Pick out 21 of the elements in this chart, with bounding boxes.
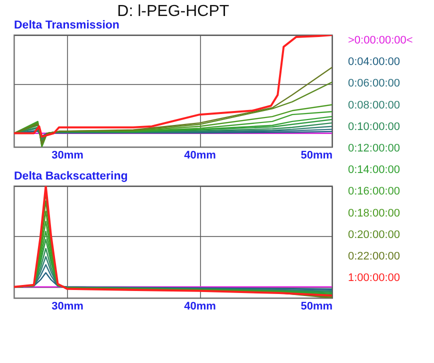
text: >0:00:00:00<	[348, 34, 413, 46]
text: 0:18:00:00	[348, 207, 400, 220]
x-tick-label: 30mm	[52, 300, 84, 312]
text: 0:12:00:00	[348, 142, 400, 154]
text: 0:14:00:00	[348, 164, 400, 176]
x-tick-label: 40mm	[184, 300, 216, 312]
x-tick-label: 50mm	[300, 300, 333, 312]
chart-title: D: l-PEG-HCPT	[117, 2, 230, 20]
x-tick-label: 40mm	[184, 150, 216, 162]
text: 1:00:00:00	[348, 272, 400, 284]
chart-subtitle: Delta Transmission	[14, 20, 120, 32]
chart-title: Delta Backscattering	[14, 170, 128, 182]
text: 0:22:00:00	[348, 250, 400, 262]
text: 0:06:00:00	[348, 78, 400, 90]
text: 0:20:00:00	[348, 228, 400, 241]
series-label: 0:08:00:00	[348, 99, 400, 112]
x-tick-label: 50mm	[300, 150, 333, 162]
text: 0:16:00:00	[348, 186, 400, 198]
text: 0:04:00:00	[348, 56, 400, 68]
series-label: 0:10:00:00	[348, 120, 400, 133]
x-tick-label: 30mm	[52, 150, 84, 162]
